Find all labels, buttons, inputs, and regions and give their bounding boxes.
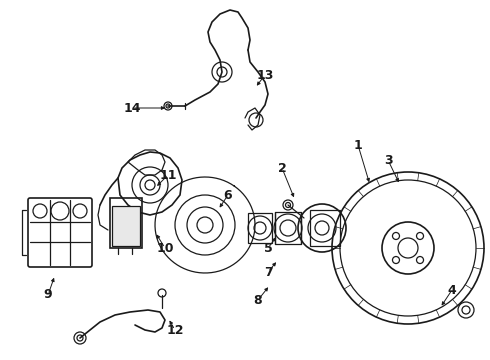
Text: 4: 4: [448, 284, 456, 297]
Text: 12: 12: [166, 324, 184, 337]
Text: 9: 9: [44, 288, 52, 302]
Text: 6: 6: [224, 189, 232, 202]
Text: 11: 11: [159, 168, 177, 181]
Bar: [248, 213, 272, 243]
Text: 14: 14: [123, 102, 141, 114]
Text: 10: 10: [156, 242, 174, 255]
Text: 2: 2: [278, 162, 286, 175]
Text: 8: 8: [254, 293, 262, 306]
Text: 13: 13: [256, 68, 274, 81]
Text: 7: 7: [264, 266, 272, 279]
Bar: [112, 206, 140, 246]
Text: 1: 1: [354, 139, 363, 152]
Bar: [275, 212, 301, 244]
Text: 5: 5: [264, 242, 272, 255]
Bar: [110, 198, 142, 248]
Text: 3: 3: [384, 153, 392, 166]
